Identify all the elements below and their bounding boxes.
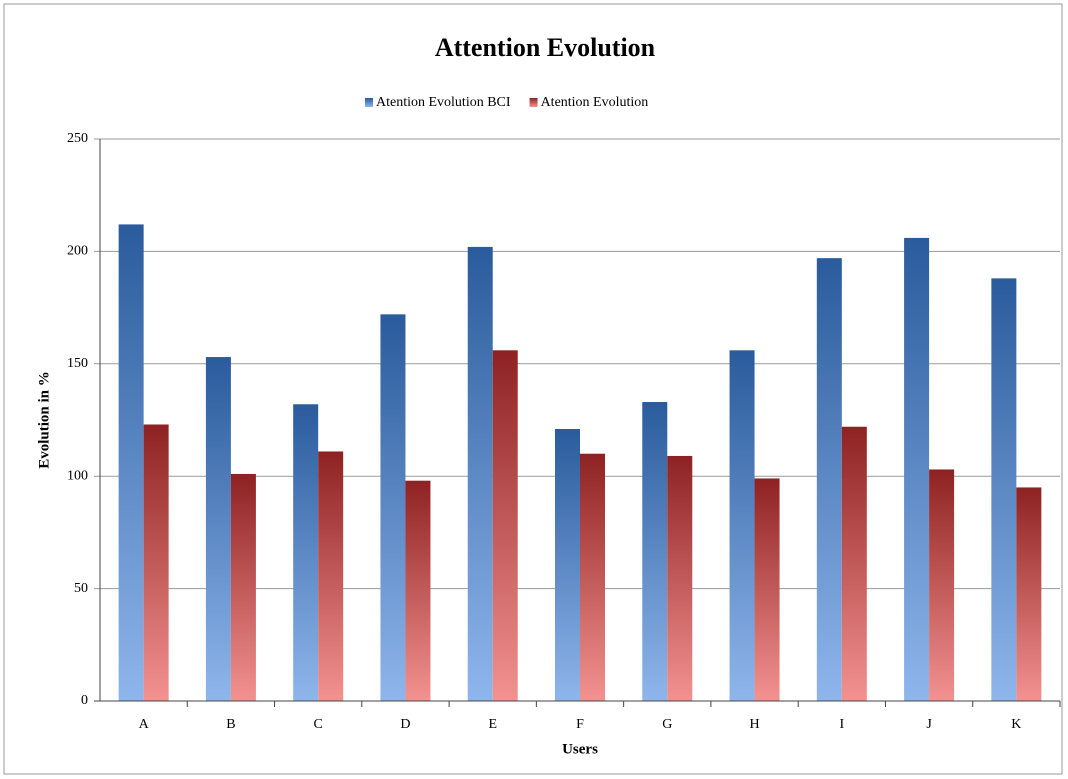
x-tick-label: B	[226, 717, 235, 732]
x-tick-label: F	[576, 717, 584, 732]
bar	[991, 278, 1017, 701]
y-tick-label: 150	[67, 356, 88, 371]
bar	[118, 224, 144, 701]
y-tick-label: 200	[67, 244, 88, 259]
bar	[1016, 487, 1042, 701]
bar	[230, 473, 256, 701]
bar	[492, 350, 518, 701]
legend-label: Atention Evolution	[541, 95, 649, 110]
bar	[580, 453, 605, 701]
frame	[3, 3, 1063, 775]
y-axis-label: Evolution in %	[36, 371, 52, 469]
bar	[380, 314, 406, 701]
legend-swatch	[365, 98, 373, 107]
bar	[754, 478, 780, 701]
y-tick-label: 100	[67, 468, 88, 483]
bar	[143, 424, 169, 701]
x-tick-label: H	[749, 717, 759, 732]
legend-label: Atention Evolution BCI	[376, 95, 511, 110]
bar	[929, 469, 955, 701]
bar	[467, 246, 493, 702]
chart-title: Attention Evolution	[435, 33, 656, 62]
x-tick-label: E	[488, 717, 497, 732]
bar	[642, 402, 668, 701]
bar	[729, 350, 755, 701]
bar	[904, 237, 930, 702]
y-tick-label: 250	[67, 131, 88, 146]
bar	[205, 357, 231, 701]
y-tick-label: 50	[74, 581, 88, 596]
x-tick-label: J	[926, 717, 932, 732]
x-tick-label: A	[139, 717, 150, 732]
legend-swatch	[529, 98, 538, 107]
y-tick-label: 0	[81, 693, 88, 708]
bar	[816, 258, 842, 701]
x-tick-label: G	[662, 717, 672, 732]
bar	[667, 455, 693, 701]
x-tick-label: I	[839, 717, 844, 732]
bar	[318, 451, 344, 701]
x-tick-label: D	[400, 717, 410, 732]
bar	[841, 426, 867, 701]
bar	[555, 428, 580, 701]
bar	[293, 404, 319, 701]
x-axis-label: Users	[562, 741, 598, 757]
bar	[405, 480, 431, 701]
x-tick-label: K	[1011, 717, 1021, 732]
x-tick-label: C	[314, 717, 323, 732]
